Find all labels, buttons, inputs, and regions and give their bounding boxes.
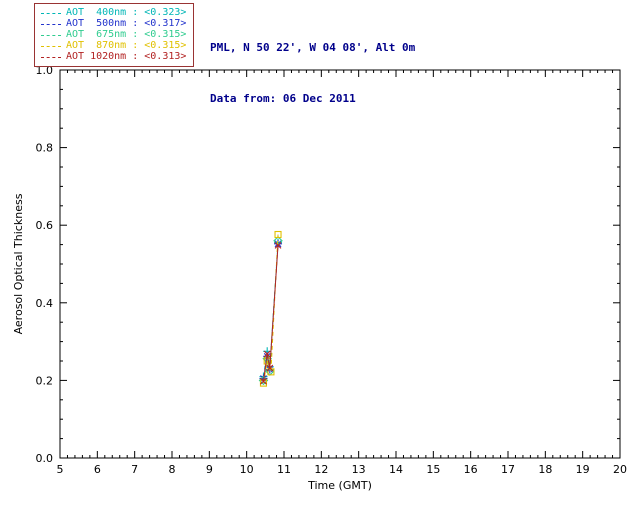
data-date: Data from: 06 Dec 2011 bbox=[210, 92, 356, 105]
legend-item-400nm: AOT 400nm : <0.323> bbox=[41, 8, 186, 18]
square-marker bbox=[274, 230, 282, 239]
x-tick-label: 12 bbox=[314, 463, 328, 476]
legend-label: AOT 1020nm : <0.313> bbox=[66, 51, 187, 62]
x-tick-label: 19 bbox=[576, 463, 590, 476]
legend-label: AOT 870nm : <0.315> bbox=[66, 40, 187, 51]
legend-item-1020nm: AOT 1020nm : <0.313> bbox=[41, 52, 186, 62]
series-AOT-870nm bbox=[259, 230, 282, 387]
y-tick-label: 0.0 bbox=[36, 452, 54, 465]
x-tick-label: 7 bbox=[131, 463, 138, 476]
x-tick-label: 15 bbox=[426, 463, 440, 476]
x-tick-label: 5 bbox=[57, 463, 64, 476]
x-marker bbox=[266, 364, 274, 372]
station-info: PML, N 50 22', W 04 08', Alt 0m bbox=[210, 41, 416, 54]
legend-line-sample bbox=[41, 45, 61, 47]
series-line bbox=[262, 245, 279, 382]
y-tick-label: 1.0 bbox=[36, 64, 54, 77]
x-tick-label: 18 bbox=[538, 463, 552, 476]
x-tick-label: 20 bbox=[613, 463, 627, 476]
x-axis-title: Time (GMT) bbox=[307, 479, 372, 492]
legend-box: AOT 400nm : <0.323> AOT 500nm : <0.317> … bbox=[34, 3, 195, 67]
y-tick-label: 0.8 bbox=[36, 142, 54, 155]
y-tick-label: 0.2 bbox=[36, 374, 54, 387]
y-tick-label: 0.6 bbox=[36, 219, 54, 232]
y-axis-title: Aerosol Optical Thickness bbox=[12, 193, 25, 334]
y-tick-label: 0.4 bbox=[36, 297, 54, 310]
x-tick-label: 16 bbox=[464, 463, 478, 476]
x-tick-label: 6 bbox=[94, 463, 101, 476]
plot-header: PML, N 50 22', W 04 08', Alt 0m Data fro… bbox=[210, 5, 415, 141]
x-tick-label: 14 bbox=[389, 463, 403, 476]
x-marker bbox=[274, 241, 282, 249]
legend-label: AOT 400nm : <0.323> bbox=[66, 7, 187, 18]
legend-item-675nm: AOT 675nm : <0.315> bbox=[41, 30, 186, 40]
x-tick-label: 11 bbox=[277, 463, 291, 476]
legend-line-sample bbox=[41, 56, 61, 58]
legend-item-870nm: AOT 870nm : <0.315> bbox=[41, 41, 186, 51]
legend-label: AOT 675nm : <0.315> bbox=[66, 29, 187, 40]
x-marker bbox=[263, 350, 271, 358]
legend-item-500nm: AOT 500nm : <0.317> bbox=[41, 19, 186, 29]
x-tick-label: 10 bbox=[240, 463, 254, 476]
legend-label: AOT 500nm : <0.317> bbox=[66, 18, 187, 29]
x-tick-label: 17 bbox=[501, 463, 515, 476]
x-tick-label: 9 bbox=[206, 463, 213, 476]
legend-line-sample bbox=[41, 12, 61, 14]
legend-line-sample bbox=[41, 23, 61, 25]
axis-ticks bbox=[59, 69, 621, 459]
legend-line-sample bbox=[41, 34, 61, 36]
series-AOT-1020nm bbox=[260, 241, 282, 385]
x-tick-label: 8 bbox=[169, 463, 176, 476]
x-marker bbox=[260, 377, 267, 385]
x-tick-label: 13 bbox=[352, 463, 366, 476]
